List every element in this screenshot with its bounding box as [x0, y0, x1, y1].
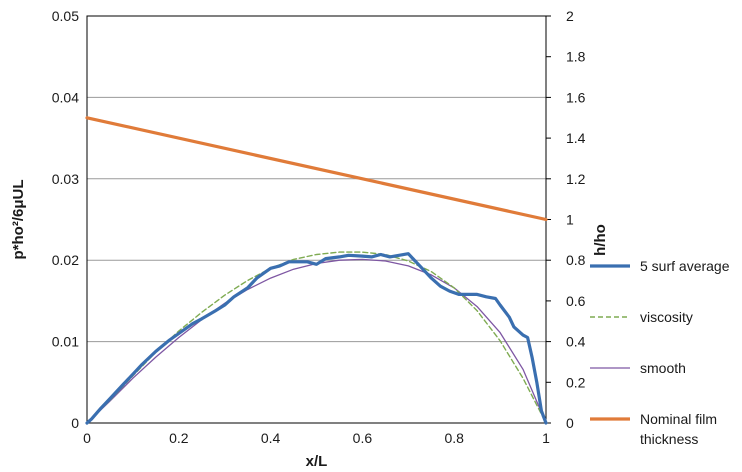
series-5-surf-average: [85, 252, 548, 425]
right-tick-label: 0.2: [566, 374, 586, 390]
x-axis-title: x/L: [306, 453, 328, 470]
plot-area-border: [86, 15, 547, 424]
left-tick-label: 0.05: [52, 8, 79, 24]
legend-label: Nominal film thickness: [640, 411, 717, 447]
right-tick-label: 1: [566, 212, 574, 228]
left-tick-label: 0.04: [52, 89, 79, 105]
right-tick-label: 0.6: [566, 293, 586, 309]
series-nominal-film-thickness: [85, 116, 548, 222]
x-axis-ticks: 0 0.2 0.4 0.6 0.8 1: [83, 430, 550, 446]
series-viscosity: [86, 251, 547, 424]
left-axis-ticks: 0 0.01 0.02 0.03 0.04 0.05: [52, 8, 79, 431]
legend-label: viscosity: [640, 309, 693, 325]
right-tick-label: 0.4: [566, 334, 586, 350]
legend-label-line: thickness: [640, 431, 698, 447]
gridlines: [87, 15, 546, 424]
right-tick-label: 2: [566, 8, 574, 24]
right-tick-label: 0: [566, 415, 574, 431]
x-tick-label: 0.2: [169, 430, 189, 446]
legend-label: smooth: [640, 360, 686, 376]
right-tick-label: 1.8: [566, 49, 586, 65]
series-layer: [85, 116, 548, 425]
right-axis-ticks: 0 0.2 0.4 0.6 0.8 1 1.2 1.4 1.6 1.8 2: [546, 8, 586, 431]
legend-label-line: Nominal film: [640, 411, 717, 427]
x-tick-label: 0.8: [444, 430, 464, 446]
legend: 5 surf average viscosity smooth Nominal fil…: [590, 258, 730, 447]
right-y-axis-title: h/ho: [592, 224, 609, 256]
right-tick-label: 1.2: [566, 171, 586, 187]
left-tick-label: 0.03: [52, 171, 79, 187]
right-tick-label: 1.4: [566, 130, 586, 146]
left-y-axis-title: p*ho²/6μUL: [10, 179, 27, 259]
right-tick-label: 1.6: [566, 89, 586, 105]
legend-label: 5 surf average: [640, 258, 730, 274]
right-tick-label: 0.8: [566, 252, 586, 268]
left-tick-label: 0.02: [52, 252, 79, 268]
x-tick-label: 1: [542, 430, 550, 446]
x-tick-label: 0: [83, 430, 91, 446]
x-tick-label: 0.6: [353, 430, 373, 446]
left-tick-label: 0.01: [52, 334, 79, 350]
left-tick-label: 0: [71, 415, 79, 431]
x-tick-label: 0.4: [261, 430, 281, 446]
